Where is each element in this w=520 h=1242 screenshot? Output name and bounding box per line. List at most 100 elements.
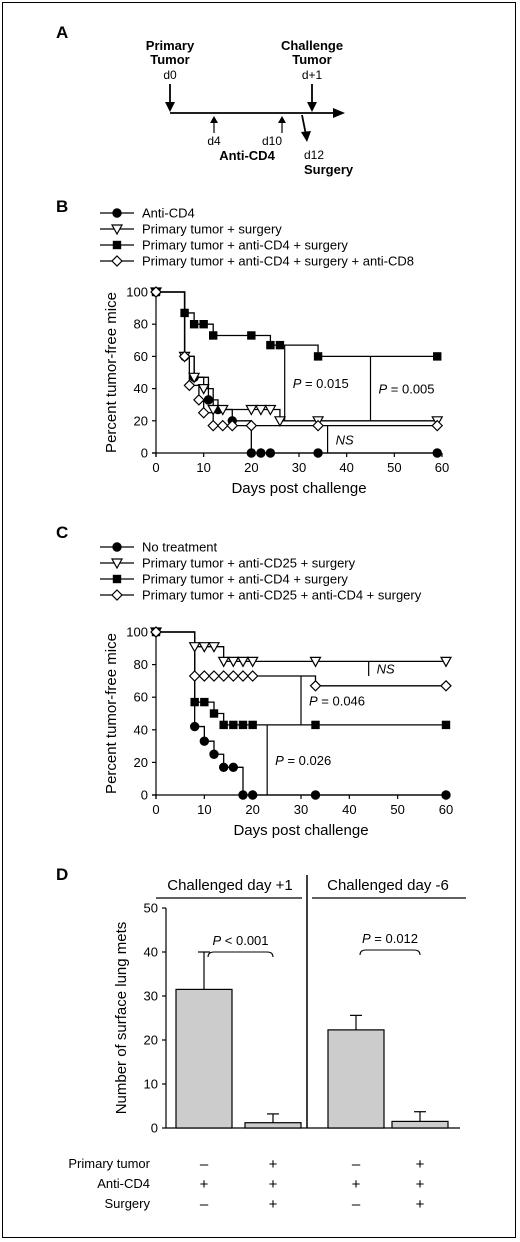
x-tick-label-c-50: 50 (390, 802, 404, 817)
condition-value-d-1-1: + (269, 1176, 278, 1193)
series-b-1-point-3 (197, 384, 210, 395)
annotation-b-label-2: NS (336, 432, 354, 447)
condition-value-d-2-1: + (269, 1196, 278, 1213)
series-c-2-point-7 (248, 720, 257, 730)
series-c-3-point-9 (440, 679, 452, 692)
series-c-0-point-5 (228, 762, 239, 772)
series-b-1-point-2 (188, 372, 201, 384)
y-tick-label-d-10: 10 (144, 1077, 158, 1092)
series-b-2-point-9 (433, 352, 442, 361)
series-c-0-point-8 (310, 790, 321, 800)
x-tick-label-c-0: 0 (152, 802, 159, 817)
series-b-3-point-6 (216, 419, 229, 432)
legend-b-marker-3 (111, 255, 123, 267)
panel-d: D 0 10 20 30 40 50 Number of surface lung mets… (56, 865, 466, 1213)
series-b-3-point-9 (312, 419, 324, 432)
x-tick-label-b-10: 10 (196, 460, 210, 475)
x-tick-label-c-10: 10 (197, 802, 211, 817)
series-b-1-point-6 (245, 404, 258, 416)
y-tick-label-c-80: 80 (134, 657, 148, 672)
series-c-2-point-8 (311, 720, 320, 730)
annotation-c-label-2: P = 0.026 (275, 753, 331, 768)
plot-d: 0 10 20 30 40 50 Number of surface lung mets Ch… (68, 875, 466, 1213)
plot-c: 0 20 40 60 80 100 0 10 20 30 40 50 60 Days post chall… (103, 625, 453, 840)
series-b-2-point-4 (209, 331, 218, 340)
series-c-2-point-2 (200, 697, 209, 707)
y-tick-label-b-40: 40 (134, 381, 148, 396)
y-tick-label-c-0: 0 (141, 788, 148, 803)
bar-d-0 (175, 988, 233, 1129)
primary-tumor-label-line2: Tumor (150, 52, 189, 67)
series-c-3-point-5 (227, 670, 240, 682)
condition-value-d-0-3: + (416, 1156, 425, 1173)
panel-d-letter: D (56, 865, 68, 884)
panel-c-letter: C (56, 523, 68, 542)
y-tick-label-d-50: 50 (144, 901, 158, 916)
y-tick-label-b-100: 100 (126, 285, 148, 300)
p-label-d-0: P < 0.001 (212, 933, 268, 948)
series-c-0-point-6 (238, 790, 248, 800)
d10-arrowhead (278, 116, 286, 123)
series-b-0-point-7 (256, 448, 266, 458)
bar-d-2 (327, 1029, 385, 1129)
y-tick-label-c-40: 40 (134, 722, 148, 737)
condition-value-d-1-2: + (352, 1176, 361, 1193)
series-c-2-point-1 (190, 697, 199, 707)
series-c-0-point-7 (247, 790, 258, 800)
series-c-0-point-1 (189, 721, 200, 732)
series-c-2-point-3 (209, 709, 219, 718)
y-tick-label-d-40: 40 (144, 945, 158, 960)
series-b-2-point-2 (189, 320, 199, 329)
series-c-0-point-4 (218, 762, 229, 772)
condition-value-d-1-0: + (200, 1176, 209, 1193)
legend-b-marker-2 (112, 240, 122, 250)
condition-label-d-2: Surgery (104, 1196, 150, 1211)
series-c-1-point-1 (188, 642, 201, 653)
condition-value-d-0-0: – (200, 1156, 209, 1173)
primary-tumor-label-line1: Primary (146, 38, 195, 53)
series-c-1-point-3 (207, 642, 221, 653)
series-b-0-point-3 (203, 395, 214, 405)
legend-b-marker-0 (112, 208, 122, 218)
series-c-3-point-0 (150, 626, 162, 638)
condition-value-d-2-3: + (416, 1196, 425, 1213)
series-c-0-point-3 (209, 749, 219, 759)
d4-label: d4 (207, 134, 221, 148)
legend-c-label-1: Primary tumor + anti-CD25 + surgery (142, 556, 356, 571)
legend-b-label-2: Primary tumor + anti-CD4 + surgery (142, 238, 348, 253)
y-tick-label-c-20: 20 (134, 755, 148, 770)
x-tick-label-b-0: 0 (152, 460, 159, 475)
series-c-3-point-2 (198, 670, 211, 682)
d10-label: d10 (262, 134, 282, 148)
series-b-0-point-8 (265, 448, 276, 458)
x-axis-title-c: Days post challenge (233, 822, 368, 839)
series-c-1-point-5 (227, 656, 240, 668)
series-b-3-point-3 (193, 394, 205, 406)
legend-c-marker-1 (110, 558, 124, 570)
legend-c-label-2: Primary tumor + anti-CD4 + surgery (142, 572, 348, 587)
series-b-3-point-5 (207, 419, 220, 432)
x-tick-label-b-30: 30 (292, 460, 306, 475)
condition-label-d-0: Primary tumor (68, 1156, 150, 1171)
condition-value-d-0-1: + (269, 1156, 278, 1173)
timeline-arrowhead (333, 108, 345, 118)
condition-value-d-2-2: – (352, 1196, 361, 1213)
series-b-3-point-7 (226, 419, 239, 432)
legend-c-marker-2 (112, 574, 122, 584)
panel-b-letter: B (56, 197, 68, 216)
series-c-1-line (156, 631, 446, 662)
series-c-1-point-6 (236, 656, 250, 668)
series-b-0-point-6 (246, 448, 257, 458)
series-b-0-line (156, 291, 438, 454)
x-tick-label-b-40: 40 (339, 460, 353, 475)
series-b-2-point-6 (266, 340, 275, 350)
series-c-1-point-8 (309, 656, 322, 668)
d0-label: d0 (163, 68, 177, 82)
d4-arrowhead (210, 116, 218, 123)
series-b-3-point-8 (245, 419, 258, 432)
series-c-1-point-7 (246, 656, 259, 668)
legend-c-marker-3 (111, 589, 123, 601)
